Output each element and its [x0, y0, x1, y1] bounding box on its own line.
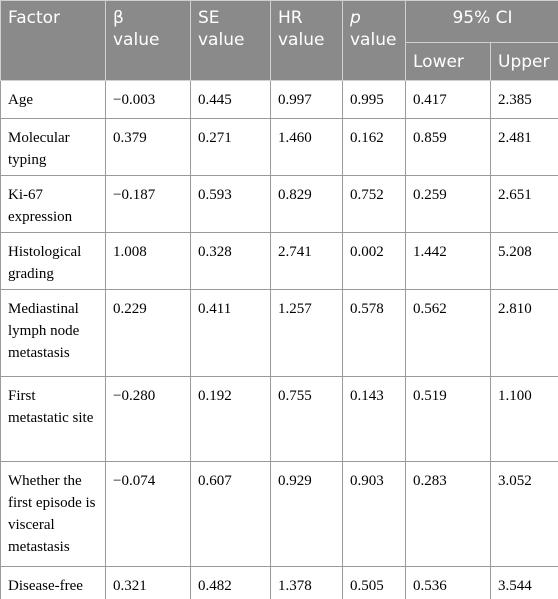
- value-cell: 0.829: [270, 175, 343, 233]
- value-cell: 0.328: [190, 232, 271, 290]
- header-text: value: [350, 30, 397, 50]
- value-cell: 0.002: [342, 232, 406, 290]
- table-row: Mediastinal lymph node metastasis 0.229 0.…: [0, 289, 558, 377]
- value-cell: 0.995: [342, 80, 406, 119]
- value-cell: 0.859: [405, 118, 491, 176]
- factor-cell: Molecular typing: [0, 118, 106, 176]
- value-cell: 0.593: [190, 175, 271, 233]
- value-cell: 0.607: [190, 461, 271, 567]
- factor-cell: Whether the first episode is visceral me…: [0, 461, 106, 567]
- value-cell: 2.385: [489, 80, 558, 119]
- value-cell: 3.052: [489, 461, 558, 567]
- value-cell: 0.997: [270, 80, 343, 119]
- value-cell: 0.417: [405, 80, 491, 119]
- value-cell: 0.929: [270, 461, 343, 567]
- factor-cell: First metastatic site: [0, 376, 106, 462]
- factor-cell: Ki-67 expression: [0, 175, 106, 233]
- value-cell: −0.074: [105, 461, 191, 567]
- value-cell: 1.442: [405, 232, 491, 290]
- value-cell: 2.741: [270, 232, 343, 290]
- value-cell: 1.460: [270, 118, 343, 176]
- header-text: β value: [113, 8, 160, 50]
- value-cell: 0.379: [105, 118, 191, 176]
- table-row: Age −0.003 0.445 0.997 0.995 0.417 2.385: [0, 80, 558, 119]
- factor-cell: Disease-free interval: [0, 566, 106, 599]
- value-cell: 0.411: [190, 289, 271, 377]
- value-cell: 0.755: [270, 376, 343, 462]
- value-cell: 0.162: [342, 118, 406, 176]
- header-cell: Factor: [0, 0, 106, 81]
- header-text: p: [350, 8, 361, 28]
- table-row: Histological grading 1.008 0.328 2.741 0.002…: [0, 232, 558, 290]
- value-cell: 0.445: [190, 80, 271, 119]
- factor-cell: Age: [0, 80, 106, 119]
- value-cell: 1.257: [270, 289, 343, 377]
- header-text: SE value: [198, 8, 245, 50]
- value-cell: 0.519: [405, 376, 491, 462]
- value-cell: 3.544: [489, 566, 558, 599]
- value-cell: 1.008: [105, 232, 191, 290]
- value-cell: 1.100: [489, 376, 558, 462]
- value-cell: 0.143: [342, 376, 406, 462]
- table-row: Ki-67 expression −0.187 0.593 0.829 0.752 0.2…: [0, 175, 558, 233]
- header-cell: Upper: [489, 42, 558, 81]
- value-cell: 0.562: [405, 289, 491, 377]
- factor-cell: Histological grading: [0, 232, 106, 290]
- value-cell: 0.578: [342, 289, 406, 377]
- value-cell: −0.280: [105, 376, 191, 462]
- table-row: Whether the first episode is visceral me…: [0, 461, 558, 567]
- table-body: Age −0.003 0.445 0.997 0.995 0.417 2.385 Molecu…: [0, 80, 558, 599]
- value-cell: 5.208: [489, 232, 558, 290]
- value-cell: 0.505: [342, 566, 406, 599]
- header-text: HR value: [278, 8, 325, 50]
- header-text: Lower: [413, 52, 464, 72]
- value-cell: 1.378: [270, 566, 343, 599]
- value-cell: 0.321: [105, 566, 191, 599]
- value-cell: 0.536: [405, 566, 491, 599]
- table-row: First metastatic site −0.280 0.192 0.755 0.1…: [0, 376, 558, 462]
- value-cell: 0.903: [342, 461, 406, 567]
- value-cell: −0.003: [105, 80, 191, 119]
- value-cell: 0.283: [405, 461, 491, 567]
- table-row: Disease-free interval0.3210.4821.3780.50…: [0, 566, 558, 599]
- header-cell: HR value: [270, 0, 343, 81]
- header-cell: p value: [342, 0, 406, 81]
- value-cell: 2.810: [489, 289, 558, 377]
- table-row: Molecular typing 0.379 0.271 1.460 0.162 0.85…: [0, 118, 558, 176]
- header-cell: SE value: [190, 0, 271, 81]
- value-cell: 0.271: [190, 118, 271, 176]
- value-cell: 0.752: [342, 175, 406, 233]
- value-cell: 0.192: [190, 376, 271, 462]
- header-cell: 95% CI: [404, 0, 558, 43]
- header-cell: Lower: [405, 42, 491, 81]
- value-cell: 0.259: [405, 175, 491, 233]
- value-cell: 2.651: [489, 175, 558, 233]
- header-text: Factor: [8, 8, 61, 28]
- factor-cell: Mediastinal lymph node metastasis: [0, 289, 106, 377]
- value-cell: 0.229: [105, 289, 191, 377]
- value-cell: −0.187: [105, 175, 191, 233]
- header-text: 95% CI: [452, 8, 513, 28]
- header-cell: β value: [105, 0, 191, 81]
- value-cell: 0.482: [190, 566, 271, 599]
- value-cell: 2.481: [489, 118, 558, 176]
- header-text: Upper: [498, 52, 550, 72]
